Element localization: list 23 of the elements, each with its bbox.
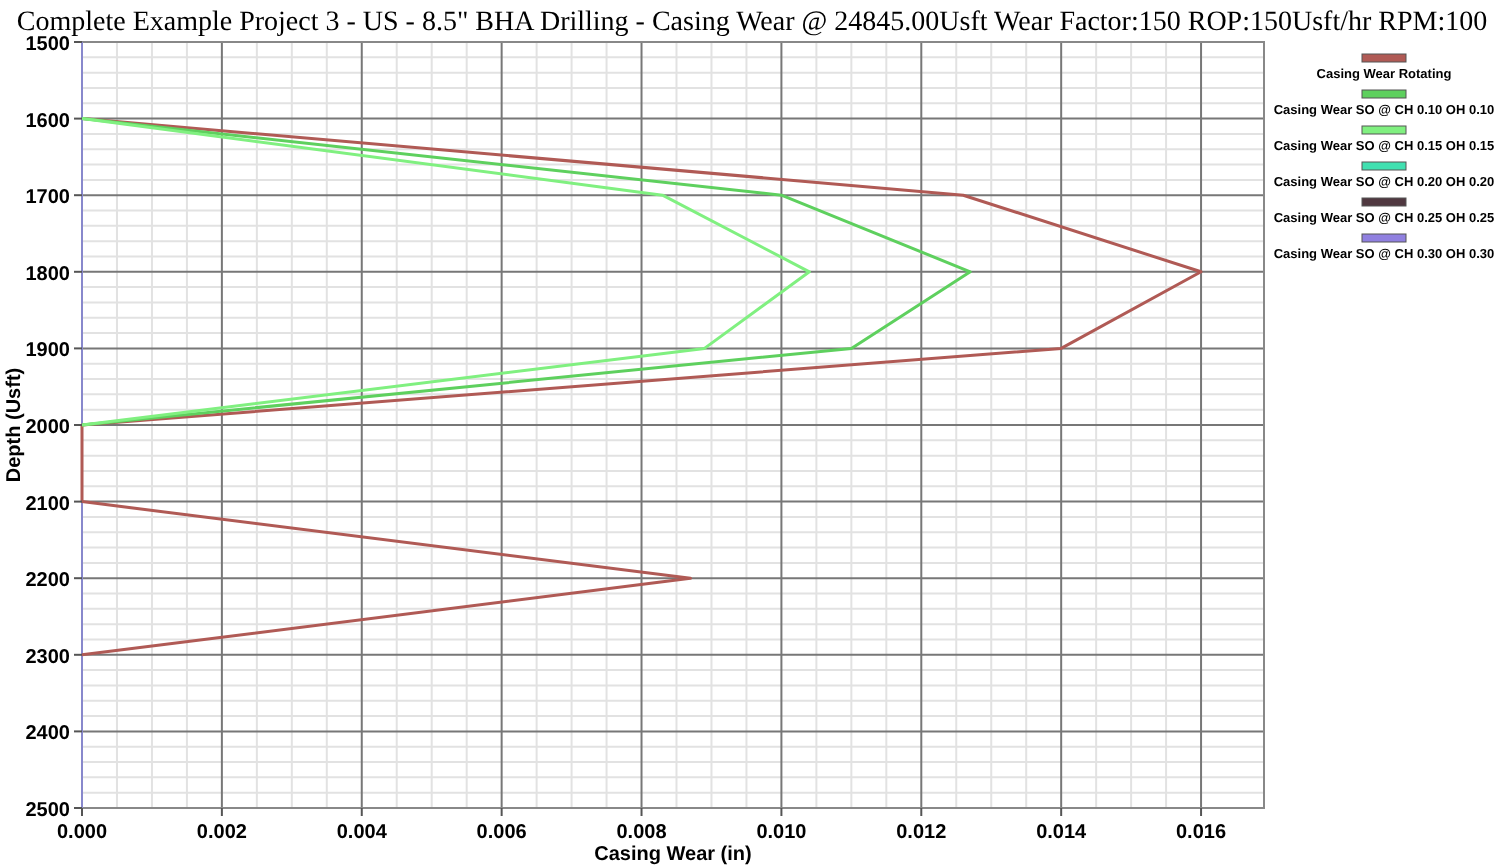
y-tick-label: 1700 <box>25 187 71 210</box>
x-tick-label: 0.000 <box>56 822 108 844</box>
x-tick-label: 0.014 <box>1036 822 1088 844</box>
x-axis-title: Casing Wear (in) <box>594 844 752 866</box>
y-tick-label: 1600 <box>25 110 71 133</box>
y-tick-label: 2300 <box>25 646 71 669</box>
x-tick-label: 0.002 <box>196 822 248 844</box>
y-tick-label: 2400 <box>25 723 71 746</box>
y-tick-label: 2100 <box>25 493 71 516</box>
y-tick-label: 1800 <box>25 263 71 286</box>
x-tick-label: 0.008 <box>616 822 668 844</box>
x-tick-label: 0.012 <box>896 822 948 844</box>
y-tick-label: 2000 <box>25 417 71 439</box>
y-tick-label: 2200 <box>25 570 71 593</box>
y-axis-title: Depth (Usft) <box>4 367 26 483</box>
y-tick-label: 2500 <box>25 800 71 822</box>
y-tick-label: 1500 <box>25 34 71 56</box>
y-tick-label: 1900 <box>25 340 71 363</box>
chart-title: Complete Example Project 3 - US - 8.5" BHA Drilling - Casing Wear @ 24845.00Usft Wear Factor:150 ROP:150Usft/hr RPM:100 <box>16 8 1488 38</box>
x-tick-label: 0.010 <box>756 822 808 844</box>
x-tick-label: 0.016 <box>1176 822 1227 844</box>
x-tick-label: 0.004 <box>336 822 388 844</box>
x-tick-label: 0.006 <box>476 822 528 844</box>
